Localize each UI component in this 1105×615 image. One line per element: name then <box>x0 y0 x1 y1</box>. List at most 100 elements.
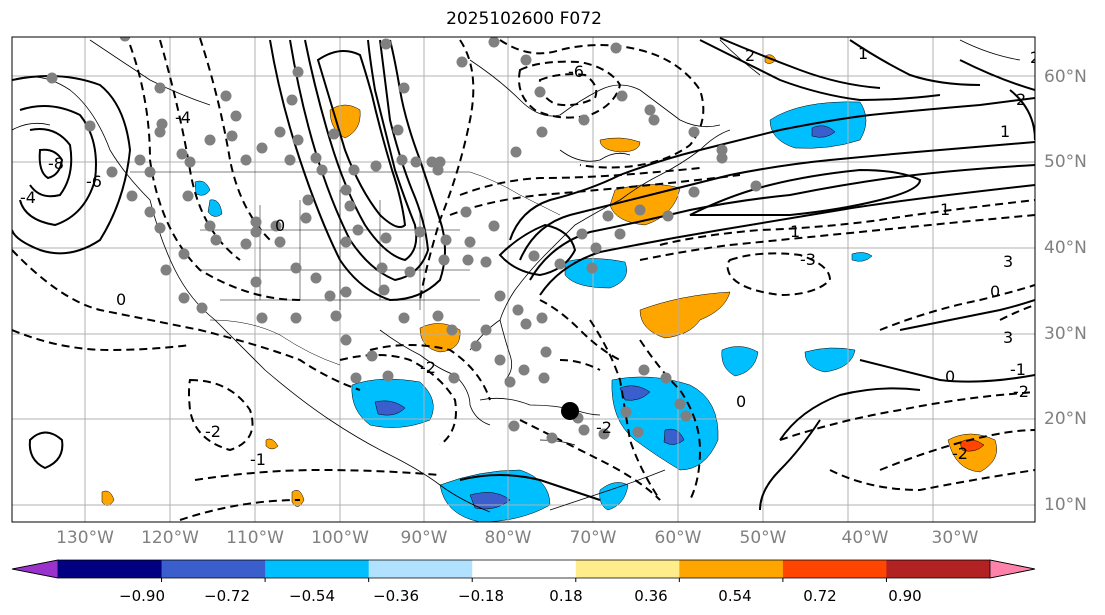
lon-label-40w: 40°W <box>841 528 889 548</box>
station-marker <box>292 66 304 78</box>
station-marker <box>184 156 196 168</box>
shade-orange-hudson <box>329 104 361 139</box>
station-marker <box>680 410 692 422</box>
station-marker <box>366 350 378 362</box>
shade-orange-midatlantic <box>639 291 731 339</box>
station-marker <box>688 126 700 138</box>
station-marker <box>674 398 686 410</box>
contour-label: -6 <box>86 172 102 191</box>
negative-contours <box>12 37 1035 521</box>
station-marker <box>660 372 672 384</box>
shade-blue-westatlantic <box>564 258 627 289</box>
shade-blue-canada-west <box>194 180 211 196</box>
station-marker <box>488 37 500 48</box>
station-marker <box>440 234 452 246</box>
political-borders <box>130 171 561 366</box>
colorbar-bin <box>161 560 266 578</box>
station-marker <box>398 312 410 324</box>
station-marker <box>538 372 550 384</box>
colorbar-tick: −0.54 <box>289 587 335 605</box>
station-marker <box>196 302 208 314</box>
shade-blue-north-atlantic <box>769 101 867 149</box>
station-marker <box>310 152 322 164</box>
contour-label: -2 <box>1013 382 1029 401</box>
station-marker <box>464 236 476 248</box>
station-marker <box>182 190 194 202</box>
station-marker <box>210 234 222 246</box>
lon-label-30w: 30°W <box>931 528 979 548</box>
shade-purple-caribbean-east <box>619 385 651 401</box>
station-marker <box>510 146 522 158</box>
station-marker <box>286 94 298 106</box>
station-marker <box>240 154 252 166</box>
station-marker <box>376 262 388 274</box>
station-marker <box>508 420 520 432</box>
contour-label: -2 <box>420 358 436 377</box>
shade-blue-central-atlantic-2 <box>804 347 856 373</box>
station-marker <box>154 82 166 94</box>
station-marker <box>340 236 352 248</box>
station-marker <box>546 432 558 444</box>
station-marker <box>46 72 58 84</box>
shade-blue-central-atlantic <box>721 346 759 377</box>
station-marker <box>404 266 416 278</box>
contour-label: -2 <box>205 422 221 441</box>
shade-orange-labrador <box>599 137 641 153</box>
lon-label-120w: 120°W <box>141 528 199 548</box>
station-marker <box>352 224 364 236</box>
station-marker <box>344 200 356 212</box>
colorbar-tick: −0.36 <box>373 587 419 605</box>
contour-label: 3 <box>1003 252 1013 271</box>
station-marker <box>340 334 352 346</box>
colorbar <box>11 559 1036 582</box>
colorbar-bin <box>58 560 163 578</box>
station-marker <box>688 186 700 198</box>
station-marker <box>378 284 390 296</box>
station-marker <box>438 254 450 266</box>
station-marker <box>240 238 252 250</box>
station-marker <box>398 82 410 94</box>
shade-blue-small-east <box>851 252 873 262</box>
lon-label-90w: 90°W <box>400 528 448 548</box>
station-marker <box>160 264 172 276</box>
station-marker <box>84 120 96 132</box>
station-marker <box>488 220 500 232</box>
station-marker <box>250 226 262 238</box>
lon-label-70w: 70°W <box>569 528 617 548</box>
station-marker <box>520 318 532 330</box>
station-marker <box>396 154 408 166</box>
storm-center-marker <box>561 402 579 420</box>
station-marker <box>350 372 362 384</box>
station-marker <box>614 228 626 240</box>
contour-label: 0 <box>945 367 955 386</box>
contour-label: -4 <box>20 188 36 207</box>
station-marker <box>426 156 438 168</box>
colorbar-bin <box>472 560 577 578</box>
map-frame <box>11 36 1036 523</box>
contour-label: 0 <box>275 216 285 235</box>
station-marker <box>310 272 322 284</box>
station-marker <box>348 164 360 176</box>
station-marker <box>602 210 614 222</box>
lon-label-60w: 60°W <box>654 528 702 548</box>
station-marker <box>462 254 474 266</box>
station-marker <box>156 118 168 130</box>
station-marker <box>512 304 524 316</box>
station-marker <box>460 206 472 218</box>
station-marker <box>414 226 426 238</box>
contour-label: -2 <box>596 418 612 437</box>
shade-blue-small-sa <box>599 482 629 511</box>
station-marker <box>716 144 728 156</box>
station-marker <box>410 156 422 168</box>
shade-orange-small-3 <box>265 438 279 450</box>
station-marker <box>494 290 506 302</box>
station-marker <box>432 164 444 176</box>
station-marker <box>370 160 382 172</box>
station-marker <box>176 148 188 160</box>
station-marker <box>750 180 762 192</box>
station-marker <box>578 114 590 126</box>
station-marker <box>178 248 190 260</box>
station-marker <box>480 324 492 336</box>
station-markers <box>46 37 762 444</box>
